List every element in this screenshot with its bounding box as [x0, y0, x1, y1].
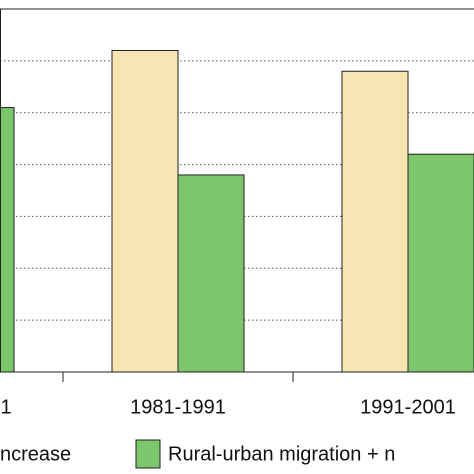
x-tick-label: 1: [0, 396, 11, 418]
legend-label: Rural-urban migration + n: [168, 443, 395, 465]
bar: [341, 70, 409, 373]
legend-swatch: [135, 439, 161, 469]
bar: [0, 107, 15, 373]
x-tick-label: 1991-2001: [360, 396, 456, 418]
bar: [177, 174, 245, 373]
bar: [407, 153, 474, 373]
bar: [111, 49, 179, 373]
legend-label: ncrease: [0, 443, 71, 465]
x-tick-label: 1981-1991: [130, 396, 226, 418]
